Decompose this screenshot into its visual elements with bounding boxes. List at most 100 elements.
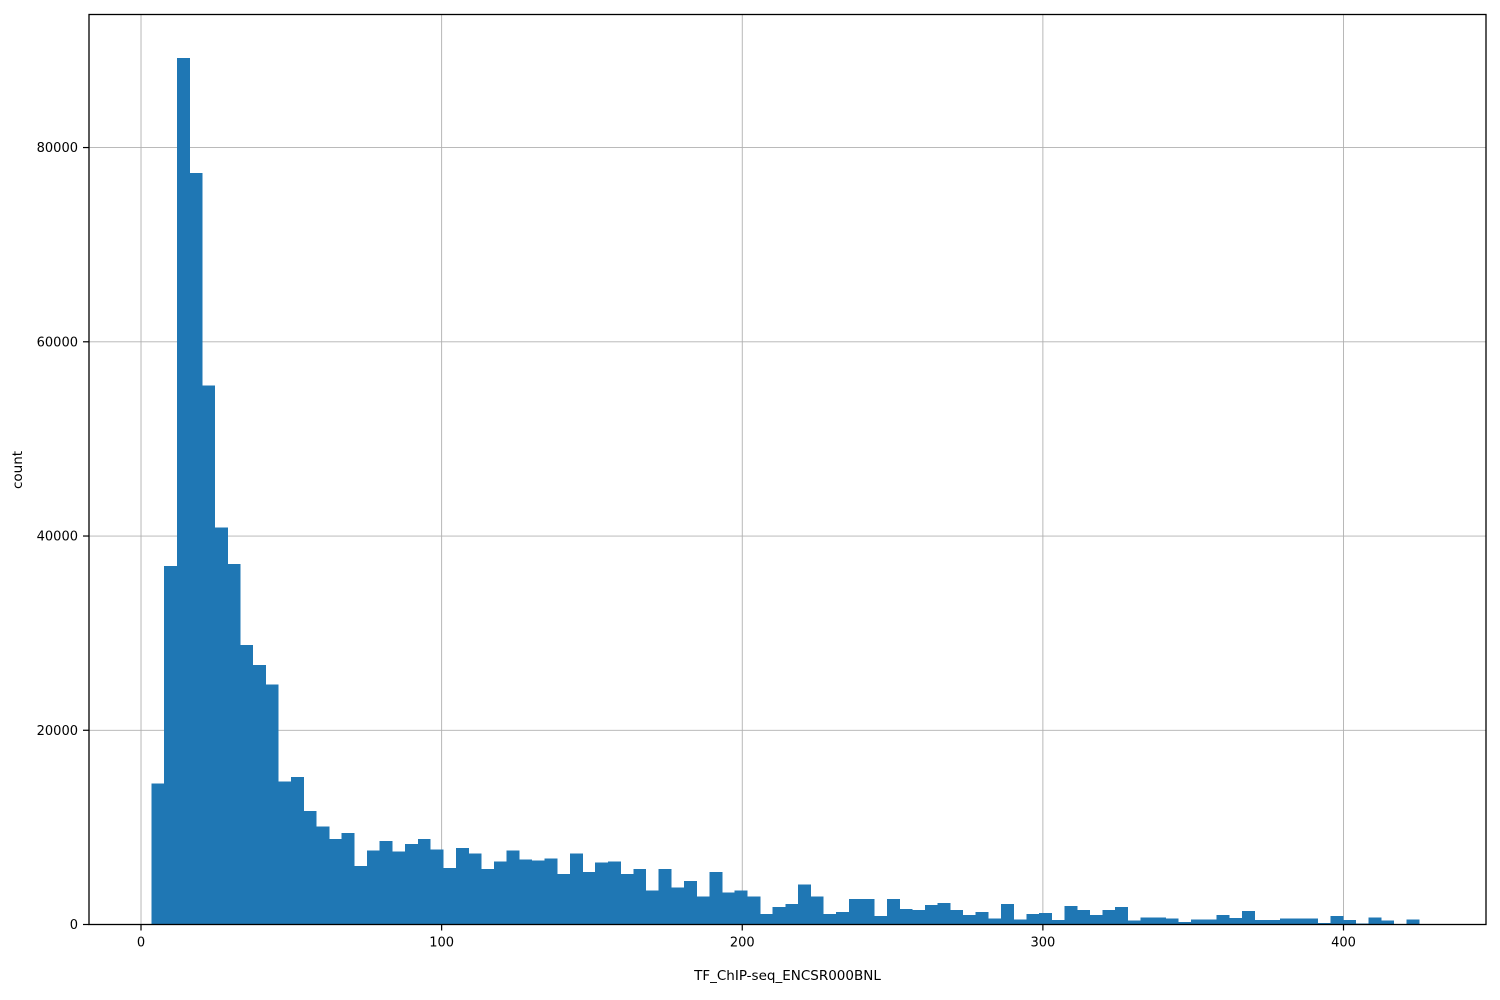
histogram-bar bbox=[1115, 907, 1128, 925]
histogram-bar bbox=[988, 918, 1002, 925]
histogram-bar bbox=[1089, 914, 1103, 925]
histogram-bars bbox=[151, 58, 1420, 925]
histogram-bar bbox=[443, 868, 457, 925]
x-tick-label: 400 bbox=[1331, 936, 1356, 951]
y-tick-label: 60000 bbox=[37, 335, 78, 350]
histogram-bar bbox=[848, 899, 862, 925]
histogram-bar bbox=[240, 644, 254, 925]
histogram-bar bbox=[1267, 920, 1281, 925]
axes-spines bbox=[88, 13, 1487, 926]
histogram-bar bbox=[1317, 923, 1331, 925]
histogram-bar bbox=[303, 810, 317, 925]
x-tick-label: 0 bbox=[137, 936, 145, 951]
histogram-bar bbox=[582, 872, 596, 925]
histogram-bar bbox=[151, 783, 165, 925]
histogram-bar bbox=[531, 860, 545, 925]
histogram-bar bbox=[836, 911, 850, 925]
histogram-bar bbox=[772, 907, 786, 925]
histogram-bar bbox=[1013, 919, 1027, 925]
histogram-bar bbox=[1064, 906, 1078, 925]
tick-marks bbox=[83, 146, 1345, 931]
histogram-bar bbox=[912, 909, 926, 925]
histogram-bar bbox=[405, 843, 419, 925]
histogram-bar bbox=[886, 899, 900, 925]
histogram-bar bbox=[671, 887, 685, 925]
histogram-bar bbox=[861, 899, 875, 925]
histogram-bar bbox=[633, 869, 647, 925]
histogram-bar bbox=[1127, 920, 1141, 925]
histogram-bar bbox=[290, 776, 304, 925]
histogram-bar bbox=[265, 684, 279, 925]
histogram-bar bbox=[950, 909, 964, 925]
histogram-bar bbox=[227, 564, 241, 925]
histogram-bar bbox=[1216, 914, 1230, 925]
histogram-bar bbox=[696, 896, 710, 925]
histogram-bar bbox=[1191, 919, 1205, 925]
histogram-bar bbox=[1241, 910, 1255, 925]
histogram-bar bbox=[1140, 917, 1154, 925]
histogram-bar bbox=[519, 859, 533, 925]
histogram-bar bbox=[1292, 918, 1306, 925]
histogram-bar bbox=[455, 847, 469, 925]
histogram-bar bbox=[645, 890, 659, 925]
histogram-bar bbox=[202, 385, 216, 925]
histogram-bar bbox=[1381, 920, 1395, 925]
histogram-bar bbox=[1178, 922, 1192, 925]
histogram-bar bbox=[341, 833, 355, 925]
histogram-bar bbox=[430, 849, 444, 925]
histogram-bar bbox=[1305, 918, 1319, 925]
histogram-bar bbox=[760, 913, 774, 925]
histogram-bar bbox=[506, 850, 520, 925]
y-tick-label: 80000 bbox=[37, 141, 78, 156]
histogram-bar bbox=[417, 839, 431, 925]
histogram-bar bbox=[620, 873, 634, 925]
histogram-bar bbox=[1076, 909, 1090, 925]
histogram-bar bbox=[1051, 920, 1065, 925]
histogram-bar bbox=[1102, 909, 1116, 925]
histogram-bar bbox=[683, 880, 697, 925]
histogram-bar bbox=[962, 914, 976, 925]
tick-labels: 0 100 200 300 400 0 20000 40000 60000 80000 bbox=[37, 141, 1356, 950]
histogram-bar bbox=[569, 853, 583, 925]
plot-border bbox=[88, 13, 1487, 926]
histogram-bar bbox=[1368, 917, 1382, 925]
histogram-bar bbox=[1254, 920, 1268, 925]
x-tick-label: 100 bbox=[429, 936, 454, 951]
histogram-bar bbox=[278, 781, 292, 925]
y-axis-label: count bbox=[10, 450, 26, 490]
histogram-bar bbox=[747, 896, 761, 925]
histogram-bar bbox=[1229, 918, 1243, 925]
histogram-bar bbox=[1038, 912, 1052, 925]
histogram-bar bbox=[176, 58, 190, 925]
histogram-bar bbox=[823, 913, 837, 925]
histogram-bar bbox=[874, 915, 888, 925]
y-tick-label: 0 bbox=[70, 918, 78, 933]
histogram-bar bbox=[1279, 918, 1293, 925]
histogram-bar bbox=[214, 527, 228, 925]
histogram-bar bbox=[975, 911, 989, 925]
histogram-bar bbox=[252, 665, 266, 925]
histogram-bar bbox=[481, 869, 495, 925]
histogram-bar bbox=[734, 890, 748, 925]
histogram-bar bbox=[595, 862, 609, 925]
histogram-bar bbox=[1165, 918, 1179, 925]
histogram-bar bbox=[544, 858, 558, 925]
histogram-bar bbox=[468, 853, 482, 925]
histogram-bar bbox=[937, 903, 951, 925]
x-axis-label: TF_ChIP-seq_ENCSR000BNL bbox=[694, 968, 881, 984]
histogram-bar bbox=[810, 896, 824, 925]
histogram-bar bbox=[392, 851, 406, 925]
histogram-bar bbox=[798, 884, 812, 925]
histogram-bar bbox=[1343, 920, 1357, 925]
histogram-bar bbox=[658, 869, 672, 925]
histogram-bar bbox=[607, 861, 621, 925]
histogram-bar bbox=[164, 566, 178, 925]
histogram-bar bbox=[722, 892, 735, 925]
histogram-bar bbox=[1153, 917, 1167, 925]
histogram-bar bbox=[709, 872, 723, 925]
histogram-bar bbox=[316, 826, 330, 925]
histogram-bar bbox=[557, 873, 571, 925]
y-tick-label: 20000 bbox=[37, 724, 78, 739]
